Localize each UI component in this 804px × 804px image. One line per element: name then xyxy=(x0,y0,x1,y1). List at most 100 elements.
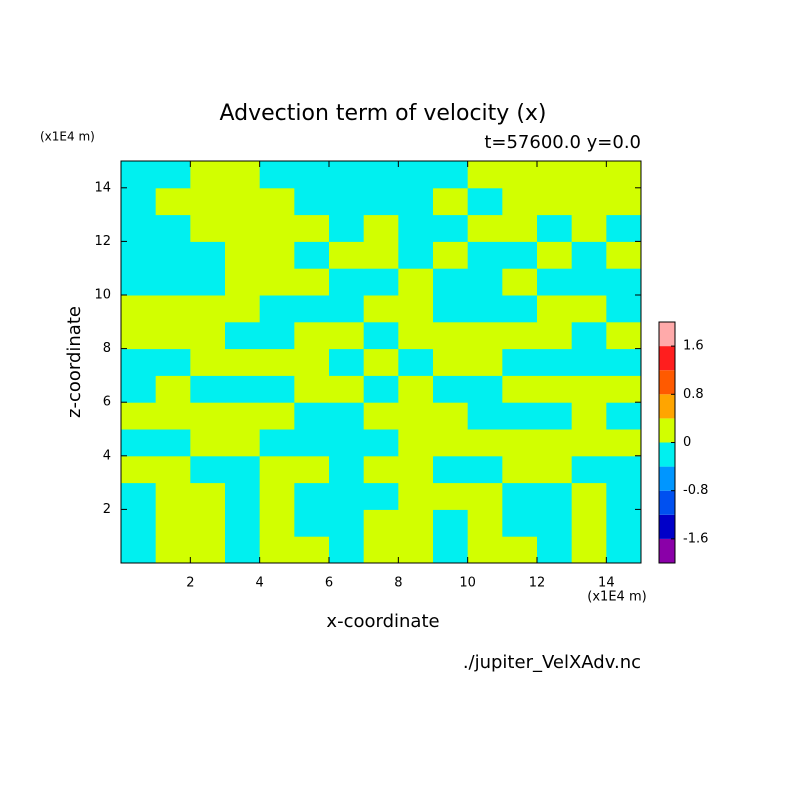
contour-cell xyxy=(606,161,642,189)
x-tick-label: 12 xyxy=(529,576,546,591)
contour-cell xyxy=(606,375,642,403)
contour-cell xyxy=(467,295,503,323)
contour-cell xyxy=(121,375,157,403)
contour-cell xyxy=(294,187,330,216)
contour-cell xyxy=(606,509,642,537)
contour-cell xyxy=(121,482,157,510)
contour-cell xyxy=(537,455,573,484)
contour-cell xyxy=(155,375,191,403)
contour-cell xyxy=(190,455,226,484)
contour-cell xyxy=(502,295,538,323)
contour-cell xyxy=(398,348,434,376)
contour-cell xyxy=(294,536,330,564)
contour-cell xyxy=(329,321,365,350)
contour-cell xyxy=(467,455,503,484)
contour-cell xyxy=(225,348,261,376)
contour-cell xyxy=(259,536,295,564)
contour-cell xyxy=(155,348,191,376)
y-tick-label: 4 xyxy=(103,448,111,463)
contour-cell xyxy=(294,214,330,242)
contour-cell xyxy=(537,295,573,323)
contour-cell xyxy=(259,375,295,403)
contour-cell xyxy=(433,268,469,296)
contour-cell xyxy=(363,509,399,537)
contour-cell xyxy=(537,321,573,350)
contour-cell xyxy=(329,348,365,376)
contour-cell xyxy=(363,536,399,564)
contour-cell xyxy=(433,455,469,484)
contour-cell xyxy=(571,295,607,323)
contour-cell xyxy=(259,268,295,296)
contour-cell xyxy=(398,536,434,564)
contour-cell xyxy=(433,348,469,376)
contour-cell xyxy=(606,455,642,484)
y-tick-label: 2 xyxy=(103,502,111,517)
contour-cell xyxy=(155,509,191,537)
contour-cell xyxy=(294,509,330,537)
contour-cell xyxy=(121,536,157,564)
contour-cell xyxy=(467,268,503,296)
contour-cell xyxy=(190,187,226,216)
contour-cell xyxy=(363,429,399,457)
contour-cell xyxy=(606,348,642,376)
contour-cell xyxy=(190,429,226,457)
contour-cell xyxy=(225,509,261,537)
contour-cell xyxy=(606,402,642,430)
colorbar-segment xyxy=(659,370,675,395)
contour-cell xyxy=(606,429,642,457)
contour-cell xyxy=(155,241,191,269)
contour-cell xyxy=(294,348,330,376)
contour-cell xyxy=(363,375,399,403)
contour-cell xyxy=(121,402,157,430)
contour-cell xyxy=(606,321,642,350)
contour-cell xyxy=(398,295,434,323)
contour-cell xyxy=(121,295,157,323)
contour-cell xyxy=(502,161,538,189)
x-tick-label: 8 xyxy=(394,576,402,591)
contour-cell xyxy=(398,375,434,403)
contour-cell xyxy=(433,321,469,350)
contour-cell xyxy=(363,161,399,189)
contour-cell xyxy=(502,348,538,376)
contour-cell xyxy=(259,429,295,457)
colorbar-tick-label: -1.6 xyxy=(683,531,708,546)
contour-cell xyxy=(225,455,261,484)
contour-cell xyxy=(294,295,330,323)
chart-subtitle: t=57600.0 y=0.0 xyxy=(484,132,641,153)
contour-cell xyxy=(121,241,157,269)
contour-cell xyxy=(225,482,261,510)
colorbar-segment xyxy=(659,466,675,491)
contour-cell xyxy=(433,295,469,323)
contour-cell xyxy=(502,187,538,216)
contour-cell xyxy=(571,161,607,189)
contour-cell xyxy=(363,402,399,430)
contour-cell xyxy=(537,429,573,457)
contour-cell xyxy=(467,375,503,403)
contour-cell xyxy=(121,161,157,189)
colorbar-segment xyxy=(659,538,675,563)
contour-cell xyxy=(571,268,607,296)
contour-cell xyxy=(190,161,226,189)
contour-cell xyxy=(329,161,365,189)
contour-cell xyxy=(502,241,538,269)
colorbar-tick-label: -0.8 xyxy=(683,483,708,498)
y-unit: (x1E4 m) xyxy=(40,130,95,144)
x-tick-label: 14 xyxy=(598,576,615,591)
contour-cell xyxy=(433,402,469,430)
contour-cell xyxy=(225,402,261,430)
colorbar-tick-label: 0.8 xyxy=(683,387,704,402)
contour-cell xyxy=(571,321,607,350)
contour-cell xyxy=(225,268,261,296)
contour-cell xyxy=(190,214,226,242)
x-tick-label: 10 xyxy=(459,576,476,591)
contour-cell xyxy=(467,214,503,242)
contour-cell xyxy=(294,402,330,430)
contour-cell xyxy=(467,536,503,564)
contour-cell xyxy=(571,375,607,403)
contour-cell xyxy=(606,482,642,510)
contour-cell xyxy=(329,214,365,242)
contour-cell xyxy=(329,482,365,510)
contour-cell xyxy=(537,268,573,296)
colorbar-tick-label: 0 xyxy=(683,435,691,450)
contour-cell xyxy=(606,536,642,564)
